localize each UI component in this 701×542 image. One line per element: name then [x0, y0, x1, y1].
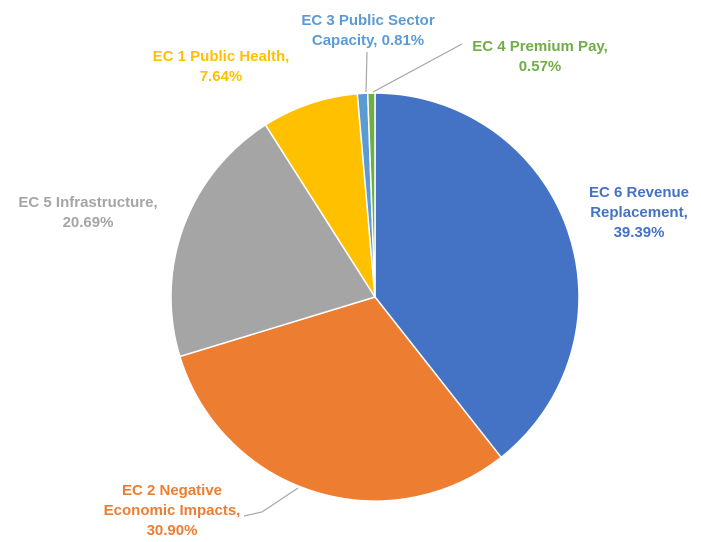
data-label-line: EC 6 Revenue — [589, 184, 689, 201]
data-label-line: EC 5 Infrastructure, — [18, 194, 157, 211]
data-label: EC 3 Public Sector Capacity, 0.81% — [301, 12, 435, 49]
pie-slice-ec-5-infrastructure — [170, 123, 377, 358]
data-label-line: 20.69% — [63, 214, 114, 231]
leader-lines — [243, 43, 463, 517]
data-label: EC 2 Negative Economic Impacts, 30.90% — [104, 482, 241, 539]
leader-line — [365, 51, 368, 93]
data-label-line: EC 2 Negative — [122, 482, 222, 499]
data-label-line: Economic Impacts, — [104, 502, 241, 519]
pie-slices — [170, 92, 580, 502]
pie-slice-ec-1-public-health — [264, 92, 376, 298]
data-label-line: EC 3 Public Sector — [301, 12, 435, 29]
data-label-line: 0.57% — [519, 58, 562, 75]
data-labels: EC 6 Revenue Replacement, 39.39% EC 2 Negat… — [18, 12, 689, 539]
data-label-line: EC 4 Premium Pay, — [472, 38, 608, 55]
pie-slice-ec-4-premium-pay — [366, 92, 376, 298]
leader-line — [243, 487, 299, 517]
data-label-line: 39.39% — [614, 224, 665, 241]
data-label-line: 7.64% — [200, 68, 243, 85]
data-label-line: EC 1 Public Health, — [153, 48, 290, 65]
leader-line — [372, 43, 463, 93]
pie-slice-ec-6-revenue-replacement — [374, 92, 580, 459]
data-label-line: 30.90% — [147, 522, 198, 539]
data-label: EC 4 Premium Pay, 0.57% — [472, 38, 608, 75]
pie-slice-ec-2-negative-economic-impacts — [178, 296, 503, 502]
data-label: EC 6 Revenue Replacement, 39.39% — [589, 184, 689, 241]
data-label-line: Replacement, — [590, 204, 688, 221]
data-label: EC 5 Infrastructure, 20.69% — [18, 194, 157, 231]
data-label: EC 1 Public Health, 7.64% — [153, 48, 290, 85]
data-label-line: Capacity, 0.81% — [312, 32, 424, 49]
